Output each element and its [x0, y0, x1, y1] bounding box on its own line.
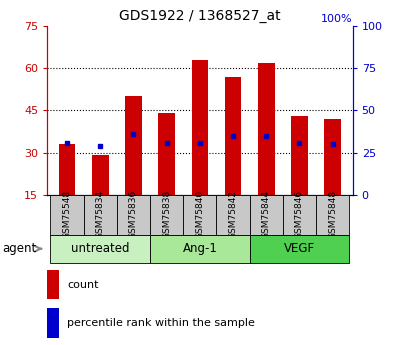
Bar: [257, 62, 274, 195]
Text: agent: agent: [2, 242, 36, 255]
Title: GDS1922 / 1368527_at: GDS1922 / 1368527_at: [119, 9, 280, 23]
Bar: [125, 96, 142, 195]
Bar: [216, 195, 249, 235]
Bar: [315, 195, 348, 235]
Text: count: count: [67, 279, 98, 289]
Bar: [183, 195, 216, 235]
Bar: [92, 156, 108, 195]
Bar: [191, 60, 208, 195]
Text: GSM75834: GSM75834: [96, 190, 105, 239]
Bar: [290, 116, 307, 195]
Text: GSM75548: GSM75548: [63, 190, 72, 239]
Bar: [249, 235, 348, 263]
Bar: [47, 270, 59, 299]
Bar: [224, 77, 241, 195]
Bar: [282, 195, 315, 235]
Text: 100%: 100%: [320, 14, 352, 24]
Bar: [324, 119, 340, 195]
Text: GSM75840: GSM75840: [195, 190, 204, 239]
Bar: [83, 195, 117, 235]
Text: GSM75844: GSM75844: [261, 190, 270, 239]
Text: Ang-1: Ang-1: [182, 242, 217, 255]
Text: VEGF: VEGF: [283, 242, 314, 255]
Text: GSM75848: GSM75848: [327, 190, 336, 239]
Text: GSM75846: GSM75846: [294, 190, 303, 239]
Text: untreated: untreated: [71, 242, 129, 255]
Text: GSM75838: GSM75838: [162, 190, 171, 239]
Bar: [249, 195, 282, 235]
Bar: [150, 235, 249, 263]
Text: percentile rank within the sample: percentile rank within the sample: [67, 318, 254, 328]
Text: GSM75842: GSM75842: [228, 190, 237, 239]
Bar: [117, 195, 150, 235]
Bar: [150, 195, 183, 235]
Bar: [47, 308, 59, 338]
Bar: [50, 235, 150, 263]
Bar: [158, 113, 175, 195]
Bar: [50, 195, 83, 235]
Text: GSM75836: GSM75836: [129, 190, 138, 239]
Bar: [58, 144, 75, 195]
